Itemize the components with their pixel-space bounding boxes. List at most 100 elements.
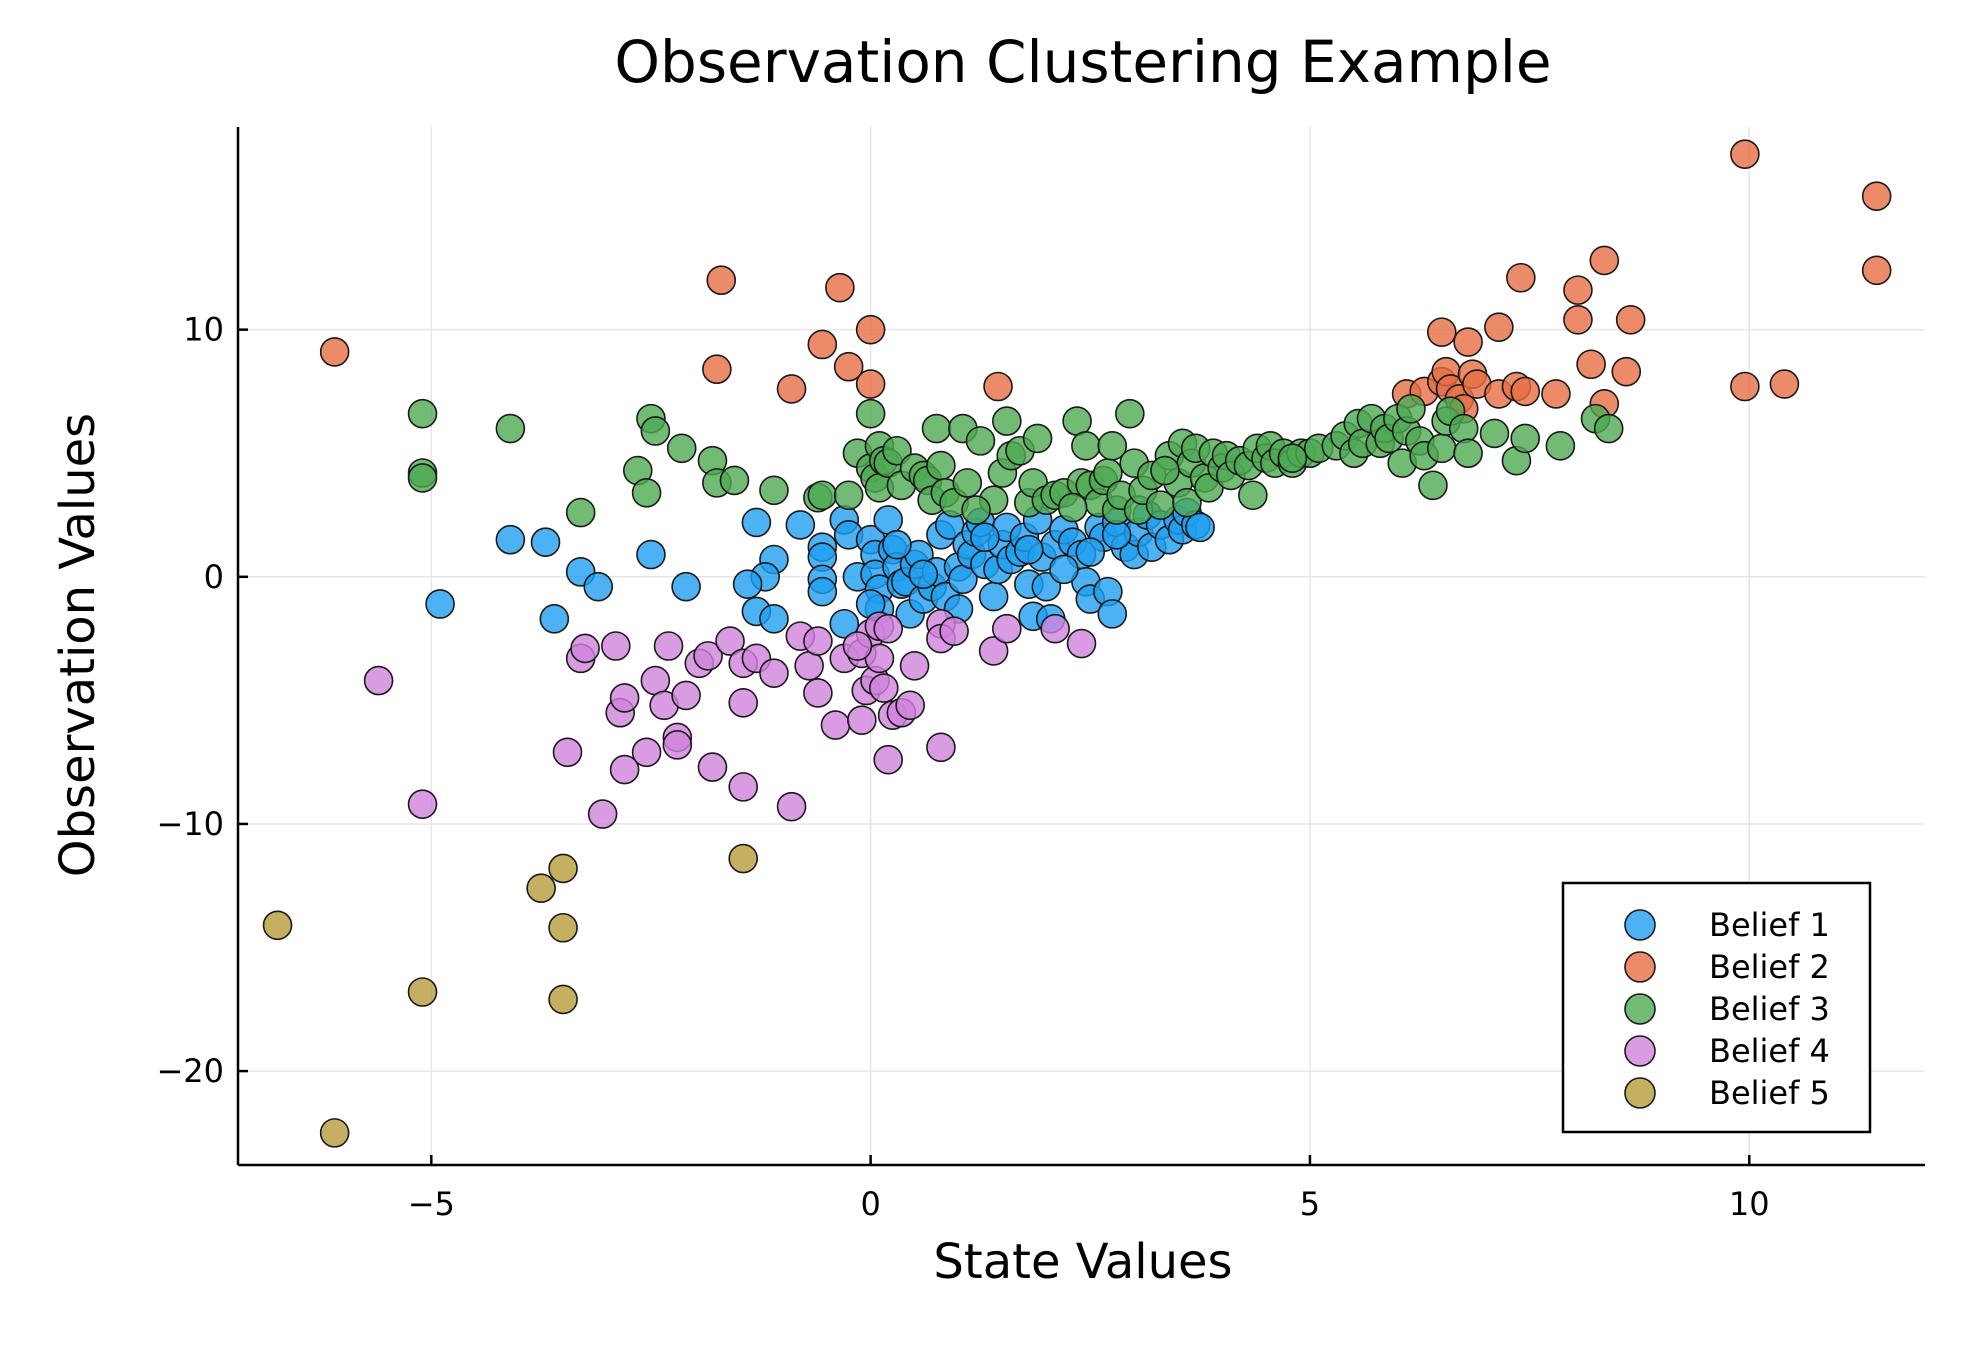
data-point: [952, 468, 983, 498]
series-belief-2: [319, 139, 1892, 424]
x-tick-label: −5: [408, 1185, 455, 1223]
data-point: [1506, 262, 1536, 293]
data-point: [847, 705, 877, 735]
y-tick-label: −20: [156, 1052, 224, 1090]
data-point: [983, 371, 1013, 402]
x-axis-label: State Values: [933, 1234, 1232, 1290]
data-point: [609, 683, 640, 713]
data-point: [1075, 537, 1106, 567]
data-point: [1541, 379, 1571, 409]
data-point: [1576, 349, 1606, 380]
data-point: [407, 789, 438, 819]
data-point: [1426, 433, 1457, 464]
data-point: [407, 398, 438, 429]
data-point: [640, 665, 671, 696]
data-point: [363, 665, 394, 696]
data-point: [899, 650, 930, 681]
data-point: [548, 853, 578, 884]
data-point: [526, 873, 556, 904]
legend-marker: [1624, 1077, 1656, 1109]
data-points: [262, 139, 1892, 1148]
data-point: [548, 984, 578, 1015]
y-tick-label: −10: [156, 805, 224, 843]
data-point: [671, 680, 701, 711]
data-point: [1115, 398, 1145, 429]
data-point: [978, 636, 1009, 666]
data-point: [636, 539, 666, 570]
data-point: [1563, 275, 1593, 305]
tick-labels: −5 0 5 10 −20 −10 0 10: [156, 311, 1769, 1223]
x-tick-label: 10: [1729, 1185, 1770, 1223]
data-point: [855, 314, 886, 345]
data-point: [926, 450, 956, 481]
data-point: [565, 497, 596, 528]
data-point: [776, 374, 807, 404]
legend-label: Belief 5: [1709, 1074, 1830, 1112]
data-point: [1453, 438, 1483, 469]
data-point: [715, 626, 745, 656]
data-point: [728, 843, 759, 874]
data-point: [728, 688, 759, 718]
data-point: [601, 631, 631, 661]
data-point: [1097, 599, 1128, 629]
data-point: [926, 732, 956, 763]
data-point: [1238, 480, 1268, 511]
data-point: [1062, 406, 1092, 436]
data-point: [882, 529, 912, 560]
y-axis-label: Observation Values: [50, 413, 106, 877]
data-point: [1593, 413, 1624, 444]
legend-label: Belief 3: [1709, 990, 1830, 1028]
data-point: [978, 581, 1009, 612]
data-point: [728, 772, 759, 802]
data-point: [1022, 423, 1053, 454]
data-point: [908, 559, 939, 590]
legend-box: [1561, 881, 1872, 1134]
data-point: [794, 650, 824, 681]
data-point: [825, 272, 855, 303]
data-point: [1172, 487, 1202, 518]
data-point: [1049, 554, 1079, 585]
data-point: [702, 354, 732, 385]
data-point: [833, 480, 864, 511]
data-point: [807, 329, 838, 360]
data-point: [1510, 423, 1541, 454]
data-point: [425, 589, 455, 619]
data-point: [1615, 304, 1646, 335]
data-point: [1066, 628, 1097, 659]
data-point: [1510, 376, 1541, 407]
legend-label: Belief 1: [1709, 906, 1830, 944]
data-point: [552, 737, 583, 768]
data-point: [921, 413, 952, 444]
data-point: [671, 571, 701, 602]
data-point: [807, 480, 838, 511]
data-point: [807, 576, 838, 607]
data-point: [1057, 492, 1088, 523]
data-point: [1861, 181, 1892, 211]
data-point: [1769, 369, 1800, 399]
data-point: [1040, 613, 1070, 644]
data-point: [662, 730, 693, 760]
data-point: [495, 413, 526, 444]
data-point: [530, 527, 561, 558]
data-point: [697, 752, 728, 782]
data-point: [759, 604, 789, 634]
data-point: [803, 678, 833, 708]
data-point: [759, 658, 789, 688]
data-point: [1730, 371, 1760, 402]
data-point: [1013, 534, 1044, 565]
data-point: [785, 510, 816, 540]
x-tick-label: 0: [860, 1185, 880, 1223]
data-point: [548, 912, 578, 943]
data-point: [1861, 255, 1892, 286]
series-belief-4: [363, 608, 1097, 829]
data-point: [706, 265, 737, 296]
y-tick-label: 0: [204, 558, 224, 596]
data-point: [640, 416, 671, 446]
data-point: [609, 754, 640, 785]
data-point: [873, 505, 903, 535]
data-point: [1448, 413, 1479, 444]
data-point: [939, 616, 969, 646]
data-point: [653, 631, 684, 661]
data-point: [1545, 431, 1576, 461]
